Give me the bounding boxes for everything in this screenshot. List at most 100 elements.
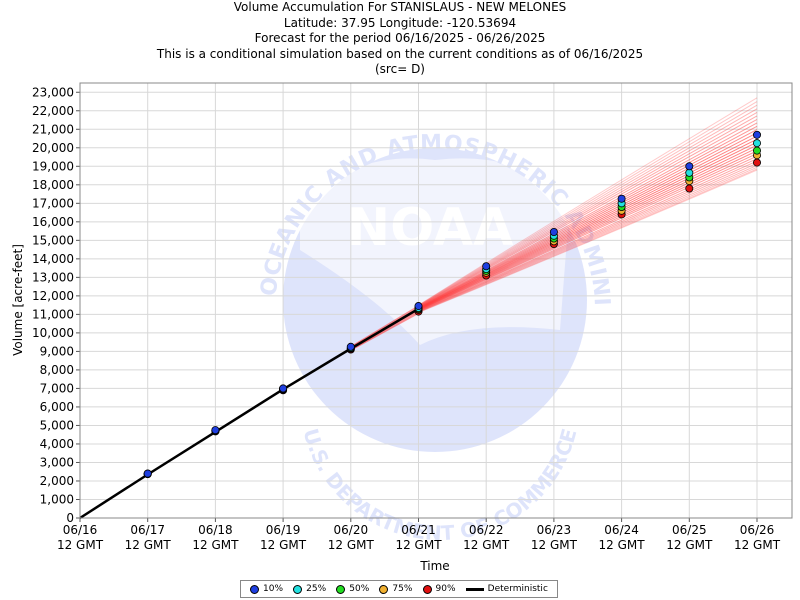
y-tick-label: 1,000 — [40, 492, 74, 506]
x-tick-label-time: 12 GMT — [463, 538, 510, 552]
legend-item-10pct: 10% — [250, 584, 283, 594]
x-tick-label-time: 12 GMT — [125, 538, 172, 552]
ensemble-trace — [418, 112, 758, 307]
legend-swatch — [250, 584, 260, 594]
legend-swatch — [293, 584, 303, 594]
legend-item-90pct: 90% — [422, 584, 456, 594]
legend-label: 90% — [435, 584, 456, 594]
point-10pct — [143, 469, 152, 478]
legend-label: Deterministic — [487, 584, 548, 594]
ensemble-trace — [418, 153, 758, 311]
legend-label: 25% — [306, 584, 327, 594]
x-tick-label-date: 06/25 — [672, 523, 707, 537]
chart-period: Forecast for the period 06/16/2025 - 06/… — [254, 31, 546, 45]
legend-swatch — [379, 584, 389, 594]
y-tick-label: 9,000 — [40, 344, 74, 358]
chart-title: Volume Accumulation For STANISLAUS - NEW… — [233, 0, 567, 14]
ensemble-trace — [418, 155, 758, 311]
ensemble-trace — [418, 166, 758, 313]
point-50pct — [753, 146, 762, 155]
x-axis-title: Time — [419, 559, 449, 573]
y-tick-label: 10,000 — [32, 326, 74, 340]
ensemble-trace — [418, 168, 758, 313]
x-tick-label-date: 06/23 — [537, 523, 572, 537]
ensemble-trace — [418, 115, 758, 308]
ensemble-trace — [418, 132, 758, 309]
ensemble-trace-early — [350, 311, 419, 351]
x-tick-label-date: 06/19 — [266, 523, 301, 537]
axes-layer: 0 1,000 2,000 3,000 4,000 5,000 6,000 7,000 8,00… — [32, 82, 793, 552]
legend-swatch — [422, 584, 432, 594]
point-10pct — [685, 162, 694, 171]
x-tick-label-date: 06/24 — [604, 523, 639, 537]
chart-note: This is a conditional simulation based o… — [156, 46, 644, 61]
ensemble-trace — [418, 144, 758, 310]
point-10pct — [753, 130, 762, 139]
y-tick-label: 13,000 — [32, 270, 74, 284]
y-tick-label: 17,000 — [32, 196, 74, 210]
x-tick-label-time: 12 GMT — [192, 538, 239, 552]
y-tick-label: 3,000 — [40, 455, 74, 469]
y-tick-label: 0 — [66, 511, 74, 525]
legend-swatch — [465, 587, 484, 591]
legend-label: 10% — [263, 584, 284, 594]
x-tick-label-time: 12 GMT — [328, 538, 375, 552]
point-10pct — [414, 302, 423, 311]
chart-source: (src= D) — [375, 62, 425, 76]
y-tick-label: 19,000 — [32, 159, 74, 173]
ensemble-trace — [418, 169, 758, 313]
y-tick-label: 7,000 — [40, 381, 74, 395]
legend-label: 75% — [392, 584, 413, 594]
y-tick-label: 16,000 — [32, 215, 74, 229]
y-tick-label: 20,000 — [32, 141, 74, 155]
y-tick-label: 22,000 — [32, 104, 74, 118]
legend-item-25pct: 25% — [293, 584, 326, 594]
point-90pct — [753, 158, 762, 167]
noaa-watermark-bird — [300, 158, 570, 345]
ensemble-trace — [418, 162, 758, 312]
ensemble-trace — [418, 138, 758, 310]
ensemble-trace — [418, 122, 758, 308]
legend-swatch — [336, 584, 346, 594]
point-10pct — [549, 228, 558, 237]
ensemble-trace-early — [350, 305, 419, 348]
legend-item-deterministic: Deterministic — [465, 584, 548, 594]
x-tick-label-time: 12 GMT — [599, 538, 646, 552]
point-10pct — [211, 426, 220, 435]
y-tick-label: 11,000 — [32, 307, 74, 321]
x-tick-label-date: 06/20 — [334, 523, 369, 537]
legend-label: 50% — [349, 584, 370, 594]
ensemble-trace-early — [350, 306, 419, 348]
deterministic-layer — [79, 307, 420, 520]
ensemble-trace — [418, 97, 758, 306]
ensemble-trace — [418, 125, 758, 308]
x-tick-label-time: 12 GMT — [531, 538, 578, 552]
point-10pct — [279, 384, 288, 393]
x-tick-label-date: 06/16 — [63, 523, 98, 537]
ensemble-trace — [418, 101, 758, 306]
chart-legend: 10% 25% 50% 75% 90% Deterministic — [240, 580, 558, 598]
x-tick-label-time: 12 GMT — [734, 538, 781, 552]
x-tick-label-date: 06/18 — [198, 523, 233, 537]
x-tick-label-date: 06/26 — [740, 523, 775, 537]
chart-title-block: Volume Accumulation For STANISLAUS - NEW… — [0, 0, 800, 78]
point-90pct — [685, 184, 694, 193]
ensemble-trace — [418, 119, 758, 308]
y-tick-label: 23,000 — [32, 85, 74, 99]
y-axis-title: Volume [acre-feet] — [11, 244, 25, 356]
ensemble-trace — [418, 135, 758, 309]
noaa-watermark: NOAA NATIONAL OCEANIC AND ATMOSPHERIC AD… — [0, 0, 613, 545]
ensemble-trace — [418, 164, 758, 313]
noaa-watermark-text: NOAA — [347, 198, 514, 258]
point-10pct — [346, 342, 355, 351]
y-tick-label: 4,000 — [40, 437, 74, 451]
x-tick-label-time: 12 GMT — [57, 538, 104, 552]
ensemble-trace — [418, 129, 758, 309]
y-tick-label: 15,000 — [32, 233, 74, 247]
x-tick-label-time: 12 GMT — [666, 538, 713, 552]
ensemble-trace — [418, 147, 758, 311]
ensemble-trace — [418, 150, 758, 311]
x-tick-label-date: 06/22 — [469, 523, 504, 537]
y-tick-label: 2,000 — [40, 474, 74, 488]
